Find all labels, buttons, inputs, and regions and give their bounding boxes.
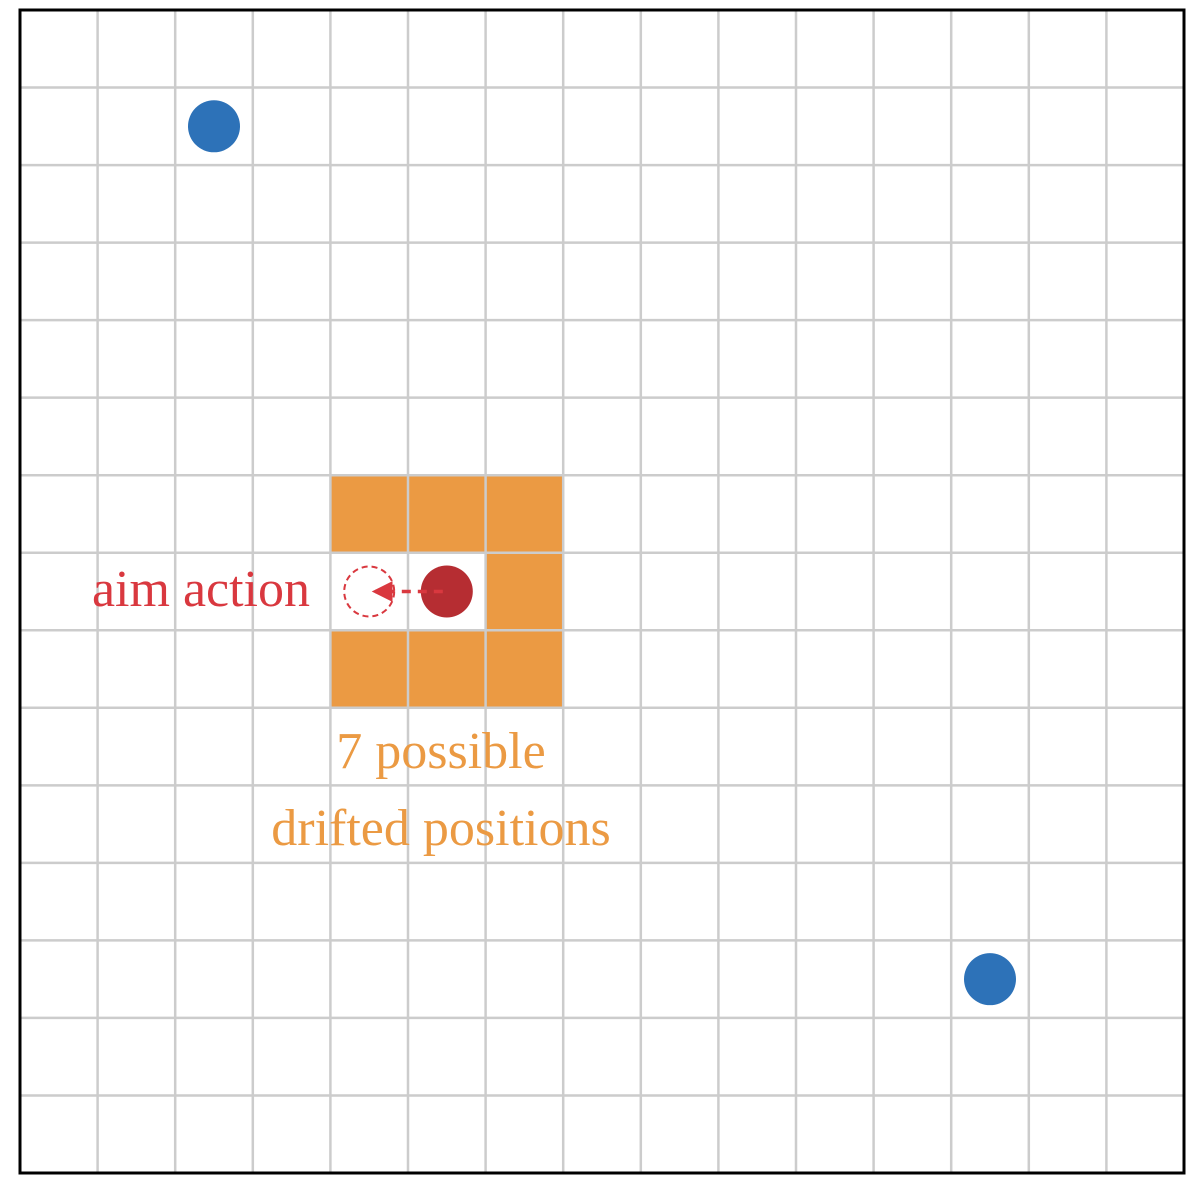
grid: [20, 10, 1184, 1173]
drifted-cell: [485, 552, 564, 631]
target-dot: [188, 100, 240, 153]
drifted-positions: [330, 475, 564, 708]
target-dot: [964, 953, 1016, 1006]
drifted-cell: [485, 630, 564, 708]
grid-border: [18, 8, 1186, 1175]
drift-label-line-1: 7 possible: [336, 723, 545, 780]
drifted-cell: [330, 630, 408, 708]
markers: [188, 100, 1016, 1006]
aim-action-label: aim action: [92, 561, 310, 618]
drift-label-line-2: drifted positions: [271, 800, 610, 857]
drifted-cell: [408, 630, 486, 708]
drifted-cell: [408, 475, 486, 553]
drifted-cell: [485, 475, 564, 553]
drifted-cell: [330, 475, 408, 553]
agent-dot: [420, 565, 473, 618]
